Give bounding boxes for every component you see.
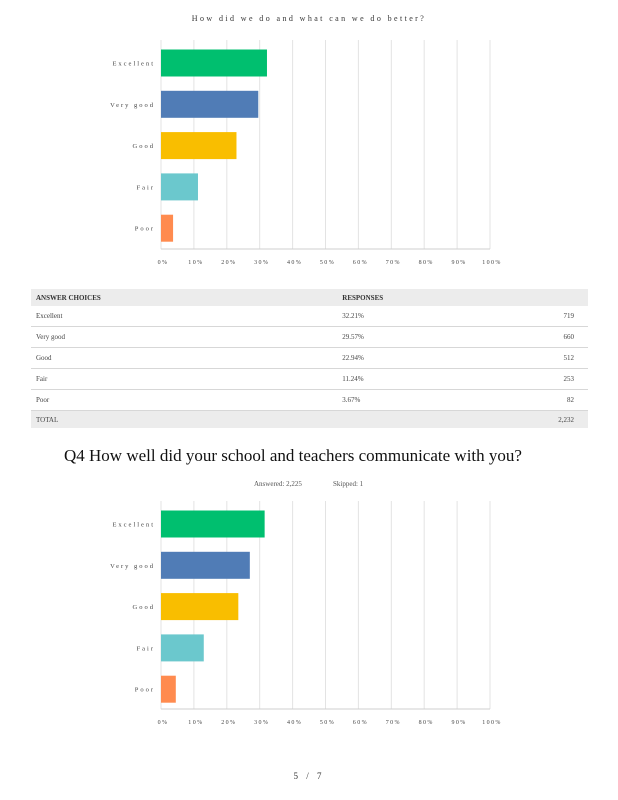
- category-label: Excellent: [112, 61, 155, 68]
- x-tick-label: 50%: [320, 720, 335, 726]
- count-cell: 719: [530, 306, 588, 327]
- x-tick-label: 90%: [451, 260, 466, 266]
- category-label: Fair: [137, 184, 155, 191]
- bar: [161, 510, 265, 538]
- choice-cell: Poor: [31, 389, 338, 411]
- x-tick-label: 80%: [419, 720, 434, 726]
- choice-cell: Good: [31, 347, 338, 369]
- choice-cell: Very good: [31, 326, 338, 348]
- percent-cell: 22.94%: [337, 347, 531, 369]
- bar: [161, 675, 176, 703]
- table-row: Excellent 32.21% 719: [31, 306, 588, 327]
- table-row: Fair 11.24% 253: [31, 368, 588, 390]
- x-tick-label: 70%: [386, 260, 401, 266]
- table-row: Poor 3.67% 82: [31, 389, 588, 411]
- category-label: Very good: [110, 102, 155, 109]
- count-cell: 660: [530, 326, 588, 348]
- skipped-count: Skipped: 1: [333, 480, 364, 488]
- x-tick-label: 20%: [221, 260, 236, 266]
- percent-cell: 11.24%: [337, 368, 531, 390]
- answered-count: Answered: 2,225: [254, 480, 302, 488]
- x-tick-label: 100%: [482, 260, 502, 266]
- bar: [161, 634, 204, 662]
- category-label: Fair: [137, 645, 155, 652]
- x-tick-label: 20%: [221, 720, 236, 726]
- bar: [161, 49, 267, 77]
- table-row: Very good 29.57% 660: [31, 326, 588, 348]
- q3-bar-chart: 0% 10% 20% 30% 40% 50% 60% 70% 80% 90% 100% Excelle…: [110, 40, 502, 266]
- category-label: Poor: [135, 687, 155, 694]
- category-label: Very good: [110, 563, 155, 570]
- header-answer-choices: ANSWER CHOICES: [31, 289, 338, 306]
- total-label: TOTAL: [31, 410, 338, 428]
- question-title: Q4 How well did your school and teachers…: [64, 446, 522, 465]
- bar: [161, 132, 237, 160]
- x-tick-label: 40%: [287, 720, 302, 726]
- percent-cell: 29.57%: [337, 326, 531, 348]
- count-cell: 253: [530, 368, 588, 390]
- header-responses: RESPONSES: [337, 289, 531, 306]
- header-count: [530, 289, 588, 306]
- x-tick-label: 40%: [287, 260, 302, 266]
- bar: [161, 593, 239, 621]
- x-tick-label: 60%: [353, 260, 368, 266]
- percent-cell: 3.67%: [337, 389, 531, 411]
- total-count: 2,232: [530, 410, 588, 428]
- total-row: TOTAL 2,232: [31, 410, 588, 428]
- x-tick-label: 90%: [451, 720, 466, 726]
- choice-cell: Fair: [31, 368, 338, 390]
- choice-cell: Excellent: [31, 306, 338, 327]
- page-number: 5 / 7: [293, 771, 325, 781]
- bar: [161, 214, 174, 242]
- x-tick-label: 30%: [254, 720, 269, 726]
- category-label: Good: [133, 143, 155, 150]
- q4-bar-chart: 0% 10% 20% 30% 40% 50% 60% 70% 80% 90% 100% Excelle…: [110, 501, 502, 726]
- x-tick-label: 0%: [158, 260, 169, 266]
- table-header-row: ANSWER CHOICES RESPONSES: [31, 289, 588, 306]
- chart-title: How did we do and what can we do better?: [191, 14, 427, 23]
- x-tick-label: 100%: [482, 720, 502, 726]
- x-tick-label: 50%: [320, 260, 335, 266]
- x-tick-label: 70%: [386, 720, 401, 726]
- bar: [161, 90, 259, 118]
- count-cell: 512: [530, 347, 588, 369]
- bar: [161, 551, 250, 579]
- x-tick-label: 10%: [188, 260, 203, 266]
- responses-table: ANSWER CHOICES RESPONSES Excellent 32.21…: [31, 289, 588, 428]
- category-label: Excellent: [112, 522, 155, 529]
- percent-cell: 32.21%: [337, 306, 531, 327]
- category-label: Poor: [135, 226, 155, 233]
- category-label: Good: [133, 604, 155, 611]
- total-spacer: [337, 410, 531, 428]
- x-tick-label: 0%: [158, 720, 169, 726]
- x-tick-label: 10%: [188, 720, 203, 726]
- bar: [161, 173, 198, 201]
- x-tick-label: 30%: [254, 260, 269, 266]
- x-tick-label: 60%: [353, 720, 368, 726]
- x-tick-label: 80%: [419, 260, 434, 266]
- table-row: Good 22.94% 512: [31, 347, 588, 369]
- count-cell: 82: [530, 389, 588, 411]
